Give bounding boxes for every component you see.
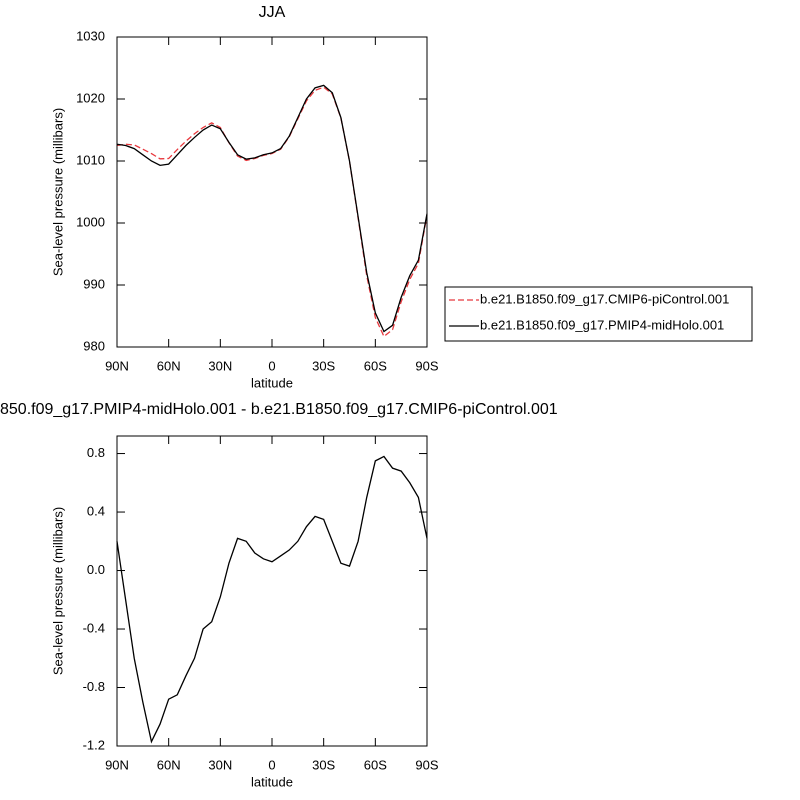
x-axis-label: latitude [251, 774, 293, 789]
x-tick-label: 60S [364, 358, 387, 373]
x-tick-label: 60N [157, 358, 181, 373]
plot-frame [116, 435, 428, 747]
legend-label: b.e21.B1850.f09_g17.PMIP4-midHolo.001 [480, 317, 724, 332]
x-axis-label: latitude [251, 375, 293, 390]
x-tick-label: 90N [105, 358, 129, 373]
x-tick-label: 90N [105, 757, 129, 772]
legend-label: b.e21.B1850.f09_g17.CMIP6-piControl.001 [480, 291, 729, 306]
y-tick-label: 980 [83, 338, 105, 353]
x-tick-label: 30S [312, 757, 335, 772]
y-tick-label: 0.8 [87, 445, 105, 460]
x-tick-label: 30S [312, 358, 335, 373]
y-axis-label: Sea-level pressure (millibars) [50, 108, 65, 276]
x-tick-label: 30N [208, 757, 232, 772]
data-line [116, 86, 428, 338]
x-tick-label: 0 [268, 757, 275, 772]
y-tick-label: -1.2 [83, 737, 105, 752]
data-line [116, 84, 428, 333]
y-tick-label: 1000 [76, 214, 105, 229]
y-tick-label: 990 [83, 276, 105, 291]
x-tick-label: 0 [268, 358, 275, 373]
x-tick-label: 90S [415, 358, 438, 373]
y-tick-label: 1010 [76, 152, 105, 167]
x-tick-label: 60N [157, 757, 181, 772]
x-tick-label: 90S [415, 757, 438, 772]
x-tick-label: 30N [208, 358, 232, 373]
plot-frame [116, 36, 428, 348]
y-axis-label: Sea-level pressure (millibars) [50, 507, 65, 675]
data-line [116, 455, 428, 744]
chart-title: 850.f09_g17.PMIP4-midHolo.001 - b.e21.B1… [0, 401, 558, 418]
y-tick-label: 1020 [76, 90, 105, 105]
chart-title: JJA [259, 4, 286, 21]
x-tick-label: 60S [364, 757, 387, 772]
y-tick-label: -0.8 [83, 679, 105, 694]
y-tick-label: 0.0 [87, 562, 105, 577]
legend-box [444, 286, 753, 342]
y-tick-label: 1030 [76, 28, 105, 43]
y-tick-label: -0.4 [83, 620, 105, 635]
y-tick-label: 0.4 [87, 503, 105, 518]
